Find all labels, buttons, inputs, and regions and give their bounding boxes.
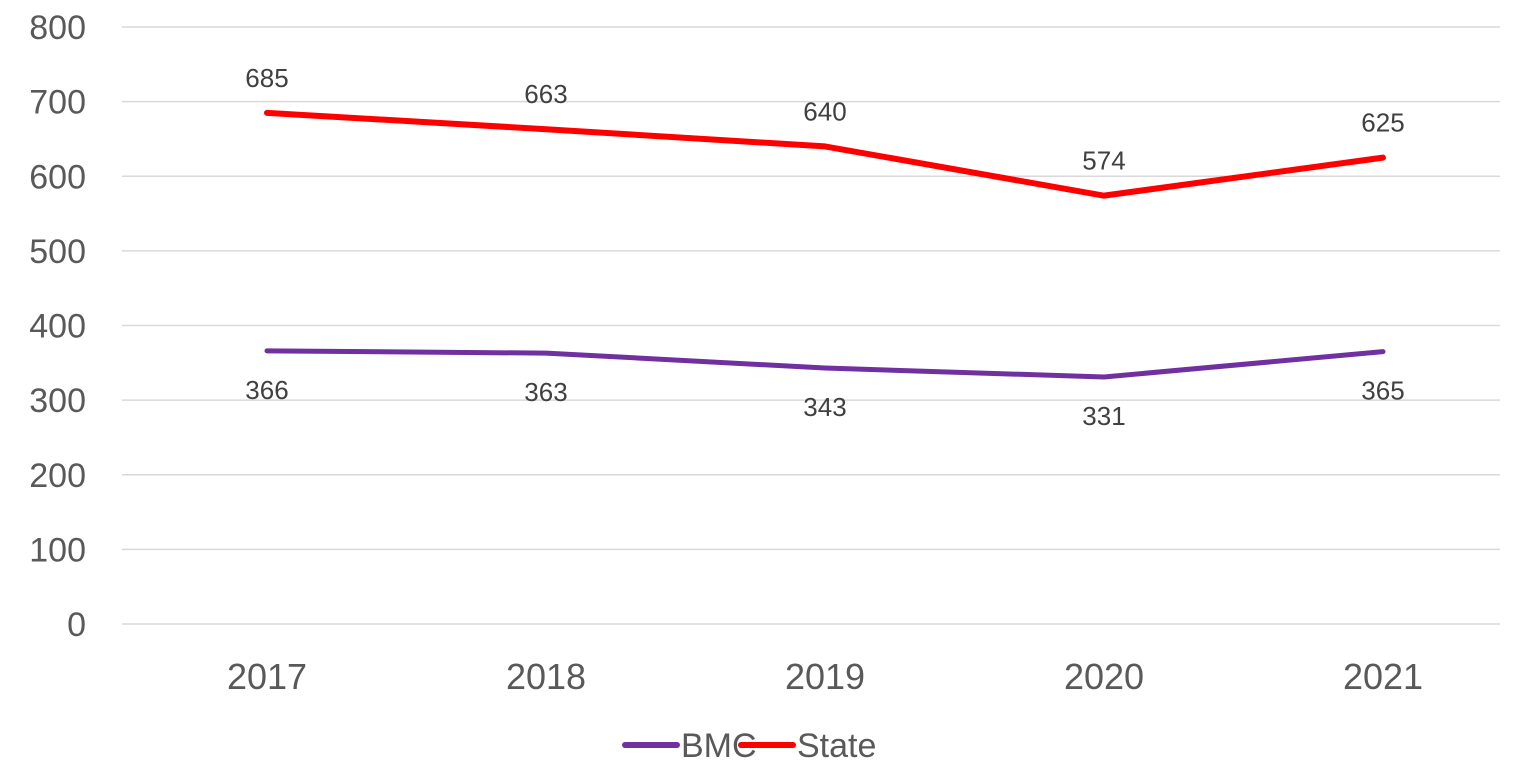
data-label-state-2020: 574 [1082, 146, 1125, 176]
legend: BMC State [622, 727, 876, 763]
x-tick-label-2021: 2021 [1343, 656, 1423, 697]
series-line-bmc [264, 348, 1386, 380]
y-tick-label-200: 200 [29, 457, 86, 495]
data-label-bmc-2017: 366 [245, 375, 288, 405]
y-tick-label-400: 400 [29, 308, 86, 346]
y-axis-tick-labels: 0 100 200 300 400 500 600 700 800 [29, 9, 86, 644]
data-label-state-2018: 663 [524, 79, 567, 109]
gridlines [122, 26, 1500, 625]
y-tick-label-500: 500 [29, 233, 86, 271]
data-label-bmc-2020: 331 [1082, 401, 1125, 431]
data-labels: 366 363 343 331 365 685 663 640 574 625 [245, 63, 1404, 431]
y-tick-label-300: 300 [29, 382, 86, 420]
y-tick-label-600: 600 [29, 158, 86, 196]
data-label-bmc-2019: 343 [803, 392, 846, 422]
x-tick-label-2018: 2018 [506, 656, 586, 697]
legend-label-state: State [797, 727, 876, 763]
x-tick-label-2020: 2020 [1064, 656, 1144, 697]
y-tick-label-800: 800 [29, 9, 86, 47]
y-tick-label-0: 0 [67, 606, 86, 644]
data-label-bmc-2018: 363 [524, 377, 567, 407]
y-tick-label-700: 700 [29, 84, 86, 122]
data-label-state-2019: 640 [803, 96, 846, 126]
x-axis-tick-labels: 2017 2018 2019 2020 2021 [227, 656, 1423, 697]
y-tick-label-100: 100 [29, 531, 86, 569]
data-label-state-2017: 685 [245, 63, 288, 93]
series-lines [264, 109, 1386, 380]
series-line-state [264, 109, 1386, 199]
x-tick-label-2019: 2019 [785, 656, 865, 697]
x-tick-label-2017: 2017 [227, 656, 307, 697]
data-label-bmc-2021: 365 [1361, 376, 1404, 406]
data-label-state-2021: 625 [1361, 108, 1404, 138]
